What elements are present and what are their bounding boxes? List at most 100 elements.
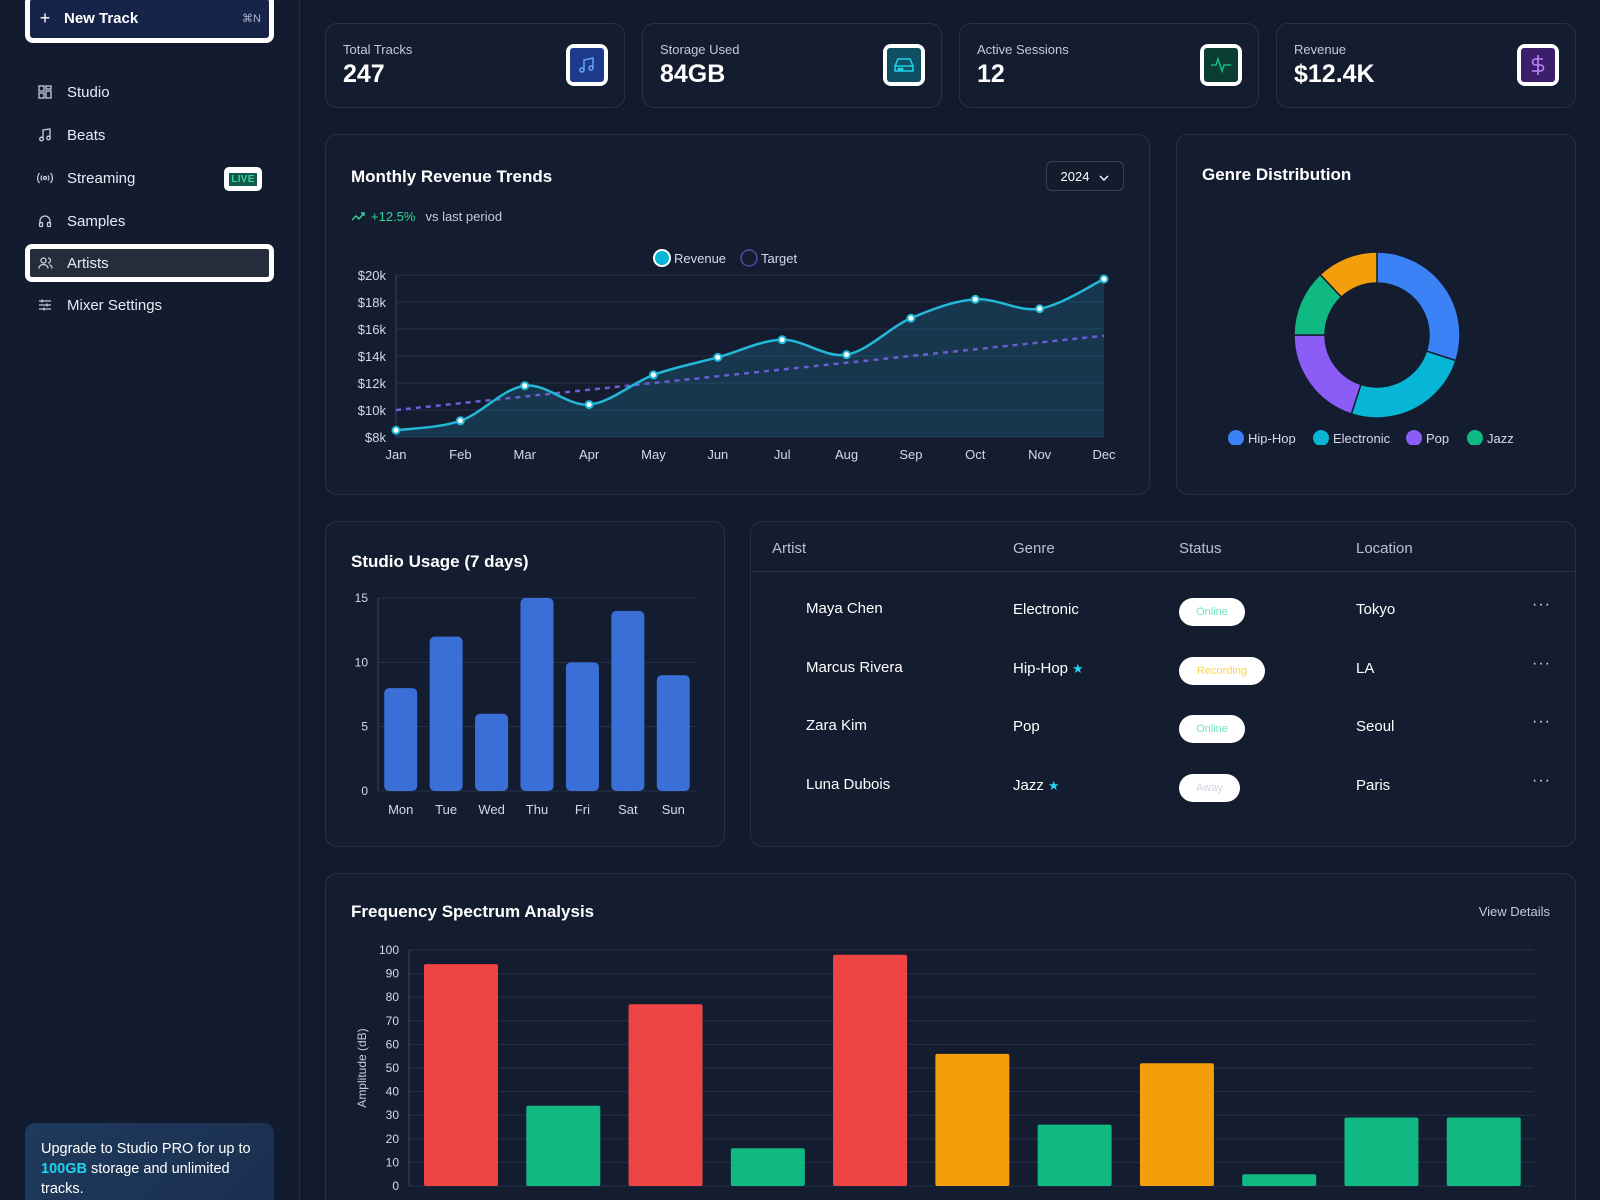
- dollar-icon: [1517, 44, 1559, 86]
- artist-genre: Pop: [1013, 718, 1040, 735]
- spectrum-bar: [935, 1053, 1010, 1186]
- y-tick-label: 0: [392, 1179, 399, 1193]
- y-tick-label: $14k: [358, 349, 387, 364]
- x-tick-label: Sep: [899, 447, 922, 462]
- x-tick-label: Feb: [449, 447, 471, 462]
- artist-genre: Hip-Hop ★: [1013, 660, 1084, 677]
- spectrum-bar-chart: 0 10 20 30 40 50 60 70 80 90 100 Amplitude (dB): [355, 943, 1534, 1193]
- more-options-icon[interactable]: ···: [1532, 771, 1551, 789]
- artist-name: Luna Dubois: [806, 775, 891, 793]
- revenue-series-line: [395, 277, 1105, 432]
- revenue-trends-card: Monthly Revenue Trends 2024 +12.5% vs la…: [325, 134, 1150, 495]
- genre-text: Pop: [1013, 718, 1040, 735]
- x-tick-label: Mar: [514, 447, 537, 462]
- year-select[interactable]: 2024: [1046, 161, 1124, 191]
- column-header-status[interactable]: Status: [1179, 540, 1222, 557]
- sidebar-item-beats[interactable]: Beats: [25, 115, 274, 155]
- sidebar-item-label: Streaming: [67, 169, 136, 187]
- y-tick-label: 70: [386, 1014, 400, 1028]
- stat-value: 12: [977, 60, 1005, 88]
- sidebar-item-mixer-settings[interactable]: Mixer Settings: [25, 285, 274, 325]
- new-track-button[interactable]: + New Track ⌘N: [25, 0, 274, 43]
- y-tick-label: $16k: [358, 322, 387, 337]
- live-badge: LIVE: [224, 167, 262, 191]
- revenue-point: [842, 350, 852, 360]
- revenue-point: [520, 381, 530, 391]
- revenue-point: [906, 313, 916, 323]
- table-row[interactable]: Marcus Rivera Hip-Hop ★ Recording LA ···: [751, 641, 1575, 699]
- revenue-point: [777, 335, 787, 345]
- legend-label: Hip-Hop: [1248, 431, 1296, 445]
- y-tick-label: 100: [379, 943, 399, 957]
- status-badge: Online: [1179, 598, 1245, 626]
- revenue-point: [713, 352, 723, 362]
- new-track-label: New Track: [64, 10, 139, 27]
- chart-legend: Revenue Target: [653, 249, 798, 267]
- x-tick-label: Aug: [835, 447, 858, 462]
- table-row[interactable]: Maya Chen Electronic Online Tokyo ···: [751, 582, 1575, 640]
- revenue-point: [648, 370, 658, 380]
- activity-icon: [1200, 44, 1242, 86]
- spectrum-bar: [833, 954, 908, 1186]
- legend-label: Electronic: [1333, 431, 1391, 445]
- sidebar-item-artists[interactable]: Artists: [25, 244, 274, 282]
- donut-slice: [1350, 350, 1457, 419]
- donut-slice: [1293, 334, 1362, 415]
- artist-location: LA: [1356, 659, 1375, 677]
- stat-card-active-sessions: Active Sessions 12: [959, 23, 1259, 108]
- genre-card-title: Genre Distribution: [1202, 165, 1352, 184]
- usage-bar: [384, 688, 418, 791]
- change-note: vs last period: [425, 209, 503, 224]
- artist-location: Tokyo: [1356, 601, 1396, 618]
- sidebar: + New Track ⌘N Studio Beats Streaming LI…: [0, 0, 300, 1200]
- legend-marker: [1406, 430, 1422, 445]
- artist-location: Paris: [1356, 776, 1391, 794]
- x-tick-label: Jan: [386, 447, 407, 462]
- x-tick-label: Mon: [388, 802, 413, 817]
- usage-bar: [611, 610, 645, 791]
- table-row[interactable]: Luna Dubois Jazz ★ Away Paris ···: [751, 758, 1575, 816]
- revenue-point: [970, 294, 980, 304]
- spectrum-bar: [1446, 1117, 1521, 1186]
- sidebar-item-studio[interactable]: Studio: [25, 72, 274, 112]
- usage-bar: [429, 636, 463, 791]
- artist-genre: Jazz ★: [1013, 777, 1060, 794]
- status-badge: Online: [1179, 715, 1245, 743]
- more-options-icon[interactable]: ···: [1532, 713, 1551, 730]
- more-options-icon[interactable]: ···: [1532, 596, 1551, 613]
- y-axis-label: Amplitude (dB): [355, 1028, 369, 1107]
- spectrum-bar: [1139, 1063, 1214, 1186]
- sidebar-item-streaming[interactable]: Streaming LIVE: [25, 158, 274, 198]
- artist-location: Seoul: [1356, 718, 1395, 735]
- stat-label: Active Sessions: [977, 42, 1069, 57]
- table-row[interactable]: Zara Kim Pop Online Seoul ···: [751, 699, 1575, 757]
- sidebar-item-samples[interactable]: Samples: [25, 201, 274, 241]
- y-tick-label: 90: [386, 967, 400, 981]
- column-header-artist[interactable]: Artist: [772, 540, 807, 557]
- revenue-point: [584, 400, 594, 410]
- legend-label: Jazz: [1487, 431, 1514, 445]
- view-details-link[interactable]: View Details: [1478, 904, 1550, 919]
- x-tick-label: Wed: [478, 802, 505, 817]
- legend-marker: [740, 249, 758, 267]
- genre-text: Jazz: [1013, 776, 1044, 794]
- legend-label: Revenue: [674, 251, 726, 266]
- y-tick-label: $12k: [358, 376, 387, 391]
- spectrum-bar: [526, 1105, 601, 1186]
- x-tick-label: Sat: [618, 802, 638, 817]
- users-icon: [37, 255, 53, 271]
- legend-label: Target: [761, 251, 798, 266]
- star-icon: ★: [1072, 660, 1084, 676]
- year-select-value: 2024: [1060, 168, 1090, 184]
- y-tick-label: 60: [386, 1037, 400, 1051]
- column-header-genre[interactable]: Genre: [1013, 540, 1055, 557]
- upgrade-banner[interactable]: Upgrade to Studio PRO for up to 100GB st…: [25, 1123, 274, 1200]
- y-tick-label: 15: [355, 591, 369, 605]
- legend-marker: [1228, 430, 1244, 445]
- headphones-icon: [37, 213, 53, 229]
- column-header-location[interactable]: Location: [1356, 540, 1413, 557]
- more-options-icon[interactable]: ···: [1532, 654, 1551, 672]
- y-tick-label: 50: [386, 1061, 400, 1075]
- revenue-area: [396, 279, 1104, 437]
- active-item-bar: Artists: [30, 249, 269, 277]
